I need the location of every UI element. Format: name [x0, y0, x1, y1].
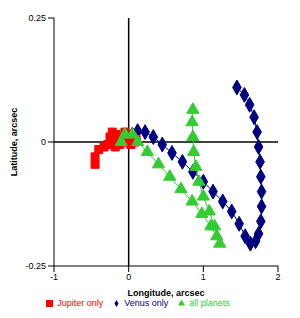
- svg-text:1: 1: [201, 272, 206, 282]
- svg-text:Longitude, arcsec: Longitude, arcsec: [127, 288, 204, 298]
- svg-text:0: 0: [41, 137, 46, 147]
- svg-text:-0.25: -0.25: [25, 261, 46, 271]
- html-text:all planets: all planets: [189, 298, 230, 308]
- svg-text:0.25: 0.25: [28, 13, 46, 23]
- svg-text:-1: -1: [50, 272, 58, 282]
- html-text:Jupiter only: Jupiter only: [57, 298, 104, 308]
- svg-text:Latitude, arcsec: Latitude, arcsec: [9, 108, 19, 177]
- html-text:Venus only: Venus only: [124, 298, 169, 308]
- svg-text:2: 2: [275, 272, 280, 282]
- svg-text:0: 0: [126, 272, 131, 282]
